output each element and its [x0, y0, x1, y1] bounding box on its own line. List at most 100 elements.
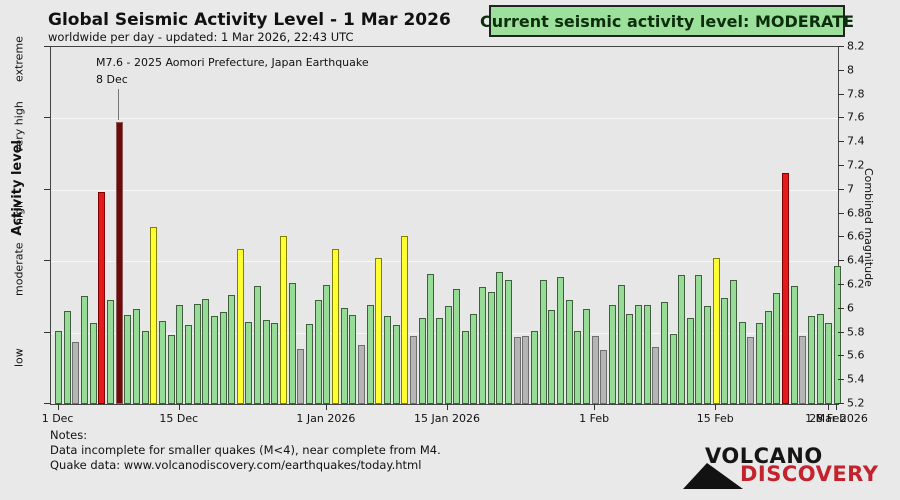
bar-18-feb	[738, 321, 746, 404]
bar-26-feb	[807, 315, 815, 404]
bar-13-dec	[158, 320, 166, 404]
bar-26-jan	[539, 280, 547, 404]
status-badge: Current seismic activity level: MODERATE	[480, 5, 854, 37]
bar-11-feb	[678, 275, 686, 404]
magnitude-tick-label: 7.4	[847, 134, 865, 148]
gridline	[51, 261, 838, 263]
bar-26-dec	[271, 323, 279, 404]
magnitude-tick-label: 7	[847, 182, 854, 196]
bar-31-dec	[314, 300, 322, 404]
chart-plot-area	[50, 46, 841, 405]
activity-level-label-low: low	[12, 348, 26, 368]
date-tick-label: 1 Dec	[41, 412, 74, 425]
bar-21-dec	[228, 294, 236, 404]
bar-8-dec	[115, 121, 123, 404]
bar-6-jan	[366, 305, 374, 404]
gridline	[51, 189, 838, 191]
annotation-pointer-line	[118, 89, 119, 120]
bar-4-feb	[617, 285, 625, 404]
bar-1-dec	[55, 331, 63, 404]
bar-3-jan	[340, 307, 348, 404]
bar-4-dec	[81, 295, 89, 404]
bar-22-feb	[773, 293, 781, 404]
bar-20-jan	[487, 292, 495, 404]
bar-28-jan	[557, 276, 565, 404]
bar-3-dec	[72, 342, 80, 404]
bar-11-dec	[141, 331, 149, 404]
bar-25-feb	[799, 336, 807, 404]
date-tick-label: 1 Mar 2026	[805, 412, 868, 425]
bar-23-feb	[782, 173, 790, 404]
magnitude-tick-label: 6	[847, 301, 854, 315]
bar-7-dec	[107, 300, 115, 404]
bar-1-mar	[833, 265, 841, 404]
bar-27-dec	[280, 236, 288, 404]
magnitude-tick-label: 7.6	[847, 110, 865, 124]
bar-3-feb	[608, 305, 616, 404]
magnitude-tick-label: 5.4	[847, 372, 865, 386]
bar-27-feb	[816, 313, 824, 404]
magnitude-tick-label: 8	[847, 63, 854, 77]
bar-14-jan	[435, 318, 443, 404]
magnitude-tick-label: 5.6	[847, 348, 865, 362]
bar-4-jan	[349, 314, 357, 404]
bar-17-dec	[193, 304, 201, 404]
magnitude-axis-title: Combined magnitude	[862, 168, 875, 287]
bar-11-jan	[409, 336, 417, 404]
bar-2-dec	[63, 311, 71, 404]
bar-13-jan	[427, 274, 435, 404]
bar-25-dec	[262, 319, 270, 404]
bar-8-feb	[652, 346, 660, 404]
date-tick-label: 1 Feb	[579, 412, 610, 425]
magnitude-tick-label: 5.8	[847, 325, 865, 339]
bar-20-dec	[219, 312, 227, 404]
activity-level-label-extreme: extreme	[12, 35, 26, 82]
bar-16-jan	[453, 288, 461, 404]
page-subtitle: worldwide per day - updated: 1 Mar 2026,…	[48, 30, 354, 44]
bar-9-feb	[660, 301, 668, 404]
bar-2-feb	[600, 350, 608, 404]
bar-28-feb	[825, 323, 833, 404]
date-tick-label: 15 Feb	[696, 412, 734, 425]
bar-25-jan	[531, 331, 539, 404]
bar-15-jan	[444, 306, 452, 404]
bar-16-feb	[721, 298, 729, 404]
bar-22-jan	[505, 280, 513, 404]
bar-5-jan	[357, 344, 365, 404]
bar-1-jan	[323, 285, 331, 404]
bar-15-feb	[712, 257, 720, 404]
bar-20-feb	[756, 323, 764, 404]
bar-12-feb	[686, 318, 694, 404]
bar-9-jan	[392, 325, 400, 404]
notes-block: Notes: Data incomplete for smaller quake…	[50, 428, 441, 473]
magnitude-tick-label: 7.8	[847, 87, 865, 101]
activity-level-label-moderate: moderate	[12, 242, 26, 296]
bar-14-feb	[704, 306, 712, 404]
bar-10-dec	[132, 308, 140, 404]
bar-23-jan	[513, 337, 521, 404]
bar-5-feb	[626, 313, 634, 404]
gridline	[51, 118, 838, 120]
bar-14-dec	[167, 334, 175, 404]
bar-30-jan	[574, 331, 582, 404]
bar-24-jan	[522, 336, 530, 404]
bar-6-feb	[634, 305, 642, 404]
bar-29-dec	[297, 349, 305, 404]
bar-10-jan	[401, 236, 409, 404]
bar-7-jan	[375, 257, 383, 404]
bar-7-feb	[643, 305, 651, 404]
date-tick-label: 28 Feb	[809, 412, 847, 425]
bar-13-feb	[695, 275, 703, 404]
bar-18-dec	[202, 299, 210, 404]
logo-text-discovery: DISCOVERY	[740, 462, 879, 486]
bar-29-jan	[565, 300, 573, 404]
bar-15-dec	[176, 305, 184, 404]
annotation-label: M7.6 - 2025 Aomori Prefecture, Japan Ear…	[96, 56, 369, 69]
magnitude-tick-label: 5.2	[847, 396, 865, 410]
bar-9-dec	[124, 314, 132, 404]
date-tick-label: 1 Jan 2026	[296, 412, 356, 425]
bar-2-jan	[332, 249, 340, 404]
bar-17-feb	[730, 280, 738, 404]
bar-16-dec	[184, 325, 192, 404]
logo-text-volcano: VOLCANO	[705, 444, 823, 468]
